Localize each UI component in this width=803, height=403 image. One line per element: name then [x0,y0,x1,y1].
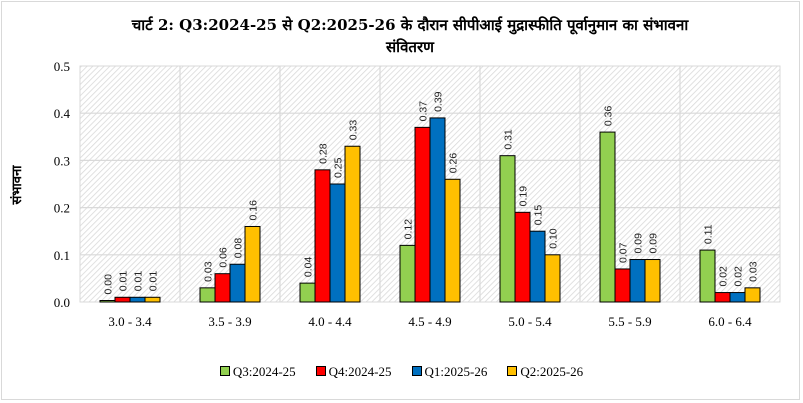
data-label: 0.02 [718,266,730,287]
data-label: 0.03 [203,261,215,282]
y-tick-label: 0.4 [54,106,71,121]
data-label: 0.39 [433,91,445,112]
bar [544,254,561,303]
bar [244,225,261,303]
bar [614,268,631,303]
data-label: 0.09 [648,233,660,254]
bar [229,263,246,303]
legend: Q3:2024-25 Q4:2024-25 Q1:2025-26 Q2:2025-26 [0,364,803,380]
data-label: 0.12 [403,219,415,240]
y-tick-label: 0.3 [54,153,70,168]
legend-item: Q4:2024-25 [315,364,392,380]
legend-label: Q1:2025-26 [424,364,488,379]
legend-swatch [507,366,518,376]
bar [299,282,316,303]
x-tick-label: 4.5 - 4.9 [408,314,451,329]
bar [429,117,446,303]
chart-title-line2: संवितरण [386,38,434,56]
data-label: 0.37 [418,101,430,122]
bar [214,273,231,303]
bar [699,249,716,303]
legend-swatch [411,366,422,376]
data-label: 0.07 [618,242,630,263]
legend-item: Q3:2024-25 [219,364,296,380]
bar [714,292,731,303]
legend-label: Q4:2024-25 [328,364,392,379]
bar [414,126,431,303]
data-label: 0.09 [633,233,645,254]
bar [629,259,646,303]
bar [514,211,531,303]
data-label: 0.16 [248,200,260,221]
gridlines [80,66,780,302]
data-label: 0.06 [218,247,230,268]
bar [114,296,131,303]
y-tick-label: 0.2 [54,201,70,216]
data-label: 0.36 [603,105,615,126]
legend-item: Q2:2025-26 [507,364,583,380]
data-labels: 0.00 0.01 0.01 0.01 0.030.06 0.080.160.040.28… [103,91,760,294]
data-label: 0.01 [148,271,160,292]
data-label: 0.31 [503,129,515,150]
bar [744,287,761,303]
legend-item: Q1:2025-26 [411,364,488,380]
data-label: 0.19 [518,186,530,207]
bar [399,244,416,303]
x-tick-labels: 3.0 - 3.4 3.5 - 3.9 4.0 - 4.4 4.5 - 4.9 5.0 … [108,314,752,329]
data-label: 0.03 [748,261,760,282]
chart-title-line1: चार्ट 2: Q3:2024-25 से Q2:2025-26 के दौर… [131,16,689,34]
data-label: 0.26 [448,153,460,174]
legend-swatch [315,366,326,376]
data-label: 0.04 [303,257,315,278]
bar [314,169,331,303]
bar [144,296,161,303]
x-tick-label: 3.0 - 3.4 [108,314,152,329]
bar [329,183,346,303]
x-tick-label: 5.0 - 5.4 [508,314,552,329]
data-label: 0.25 [333,157,345,178]
data-label: 0.28 [318,143,330,164]
legend-swatch [219,366,230,376]
y-tick-labels: 0.0 0.1 0.2 0.3 0.4 0.5 [54,59,71,310]
bar [344,145,361,303]
x-tick-label: 4.0 - 4.4 [308,314,352,329]
y-tick-label: 0.5 [54,59,70,74]
data-label: 0.01 [133,271,145,292]
data-label: 0.01 [118,271,130,292]
legend-label: Q2:2025-26 [520,364,584,379]
y-tick-label: 0.0 [54,295,70,310]
y-tick-label: 0.1 [54,248,70,263]
bar [499,155,516,303]
bar [129,296,146,303]
bar [444,178,461,303]
legend-label: Q3:2024-25 [232,364,296,379]
data-label: 0.33 [348,120,360,141]
x-tick-label: 3.5 - 3.9 [208,314,251,329]
bar [529,230,546,303]
bar [599,131,616,303]
x-tick-label: 6.0 - 6.4 [708,314,752,329]
data-label: 0.11 [703,224,715,244]
data-label: 0.00 [103,274,115,295]
data-label: 0.15 [533,205,545,226]
bar [729,292,746,303]
bar [99,300,116,303]
chart-title: चार्ट 2: Q3:2024-25 से Q2:2025-26 के दौर… [60,14,760,58]
data-label: 0.08 [233,238,245,259]
bar [644,259,661,303]
bar [199,287,216,303]
bars [99,117,761,303]
data-label: 0.02 [733,266,745,287]
x-tick-label: 5.5 - 5.9 [608,314,651,329]
data-label: 0.10 [548,228,560,249]
